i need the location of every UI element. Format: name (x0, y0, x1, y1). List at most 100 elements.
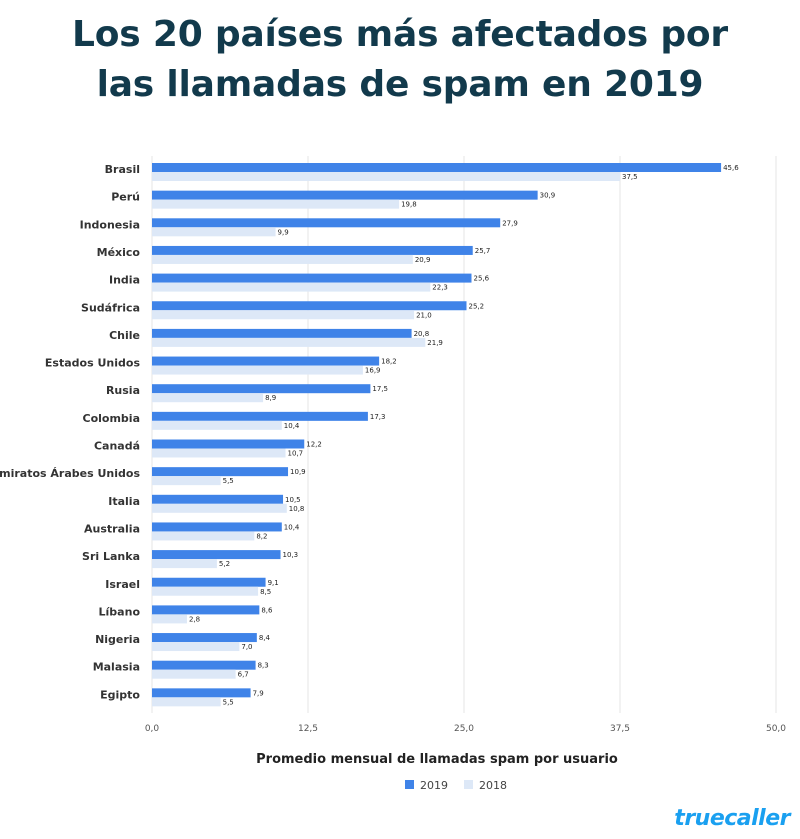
category-label: Canadá (94, 440, 140, 453)
x-tick-label: 50,0 (766, 724, 786, 734)
category-label: Líbano (99, 605, 141, 618)
category-label: Malasia (93, 661, 140, 674)
bar-2019 (152, 660, 256, 670)
bar-2019 (152, 605, 260, 615)
chart-title: Los 20 países más afectados por las llam… (0, 10, 800, 110)
category-label: Sri Lanka (82, 550, 140, 563)
value-label-2018: 16,9 (365, 367, 381, 375)
category-label: India (109, 274, 140, 287)
bar-2019 (152, 439, 305, 449)
category-label: Australia (84, 522, 140, 535)
category-label: Colombia (83, 412, 141, 425)
value-label-2019: 25,7 (475, 247, 491, 255)
bar-2019 (152, 577, 266, 587)
value-label-2019: 25,6 (473, 275, 489, 283)
value-label-2018: 2,8 (189, 615, 200, 623)
value-label-2018: 9,9 (278, 228, 289, 236)
value-label-2018: 5,5 (223, 698, 234, 706)
value-label-2018: 10,8 (289, 505, 305, 513)
value-label-2019: 27,9 (502, 219, 518, 227)
value-label-2018: 5,2 (219, 560, 230, 568)
value-label-2019: 17,5 (372, 385, 388, 393)
bar-2018 (152, 531, 255, 541)
bar-2019 (152, 190, 538, 200)
truecaller-logo: truecaller (674, 806, 790, 831)
bar-2018 (152, 393, 264, 403)
bar-2018 (152, 697, 221, 707)
bar-2018 (152, 172, 620, 181)
value-label-2019: 18,2 (381, 358, 397, 366)
legend-swatch-2018 (464, 780, 473, 789)
value-label-2019: 12,2 (306, 441, 322, 449)
bar-2019 (152, 633, 257, 643)
bar-2018 (152, 503, 287, 513)
value-label-2018: 19,8 (401, 201, 417, 209)
x-tick-label: 0,0 (145, 724, 160, 734)
category-label: Nigeria (95, 633, 140, 646)
category-label: Perú (111, 191, 140, 204)
bar-2019 (152, 411, 368, 421)
category-label: Italia (108, 495, 140, 508)
bar-2019 (152, 163, 722, 172)
bar-2019 (152, 550, 281, 560)
value-label-2019: 9,1 (268, 579, 279, 587)
category-label: Sudáfrica (81, 301, 140, 314)
chart-title-line-2: las llamadas de spam en 2019 (96, 64, 704, 105)
value-label-2019: 10,4 (284, 523, 300, 531)
category-label: Rusia (106, 384, 140, 397)
bar-2019 (152, 522, 282, 532)
x-tick-label: 37,5 (610, 724, 630, 734)
bar-2018 (152, 448, 286, 458)
bar-2018 (152, 227, 276, 237)
value-label-2019: 45,6 (723, 164, 739, 172)
category-label: México (97, 246, 141, 259)
bar-2018 (152, 642, 240, 652)
value-label-2018: 22,3 (432, 284, 448, 292)
value-label-2019: 10,5 (285, 496, 301, 504)
legend-label-2019: 2019 (420, 779, 448, 792)
bar-2019 (152, 356, 380, 366)
value-label-2018: 10,4 (284, 422, 300, 430)
value-label-2019: 17,3 (370, 413, 386, 421)
category-label: Emiratos Árabes Unidos (0, 467, 140, 480)
bar-2019 (152, 245, 473, 255)
category-label: Egipto (100, 688, 140, 701)
x-tick-label: 12,5 (298, 724, 318, 734)
category-label: Chile (109, 329, 140, 342)
bar-2019 (152, 301, 467, 311)
bar-2019 (152, 218, 501, 228)
category-label: Brasil (105, 163, 140, 176)
bar-2018 (152, 476, 221, 486)
bar-2019 (152, 273, 472, 283)
chart-title-line-1: Los 20 países más afectados por (72, 14, 728, 55)
bar-2018 (152, 559, 217, 569)
bar-2018 (152, 282, 431, 292)
value-label-2018: 20,9 (415, 256, 431, 264)
bar-2018 (152, 586, 259, 596)
value-label-2018: 8,5 (260, 588, 271, 596)
x-axis-label: Promedio mensual de llamadas spam por us… (256, 752, 618, 767)
value-label-2018: 37,5 (622, 173, 638, 181)
value-label-2019: 8,3 (258, 662, 269, 670)
value-label-2018: 10,7 (288, 450, 304, 458)
bar-2019 (152, 384, 371, 394)
value-label-2018: 7,0 (241, 643, 252, 651)
bar-2018 (152, 420, 282, 430)
bar-2018 (152, 254, 413, 264)
value-label-2019: 8,4 (259, 634, 271, 642)
value-label-2019: 10,3 (283, 551, 299, 559)
value-label-2018: 8,9 (265, 394, 276, 402)
value-label-2019: 7,9 (253, 689, 264, 697)
bar-2018 (152, 199, 400, 209)
category-label: Estados Unidos (45, 357, 141, 370)
bar-2019 (152, 467, 289, 477)
value-label-2019: 30,9 (540, 192, 556, 200)
bar-2019 (152, 688, 251, 698)
bar-2018 (152, 614, 187, 624)
x-tick-label: 25,0 (454, 724, 474, 734)
value-label-2019: 25,2 (468, 302, 484, 310)
value-label-2018: 21,0 (416, 311, 432, 319)
value-label-2019: 10,9 (290, 468, 306, 476)
